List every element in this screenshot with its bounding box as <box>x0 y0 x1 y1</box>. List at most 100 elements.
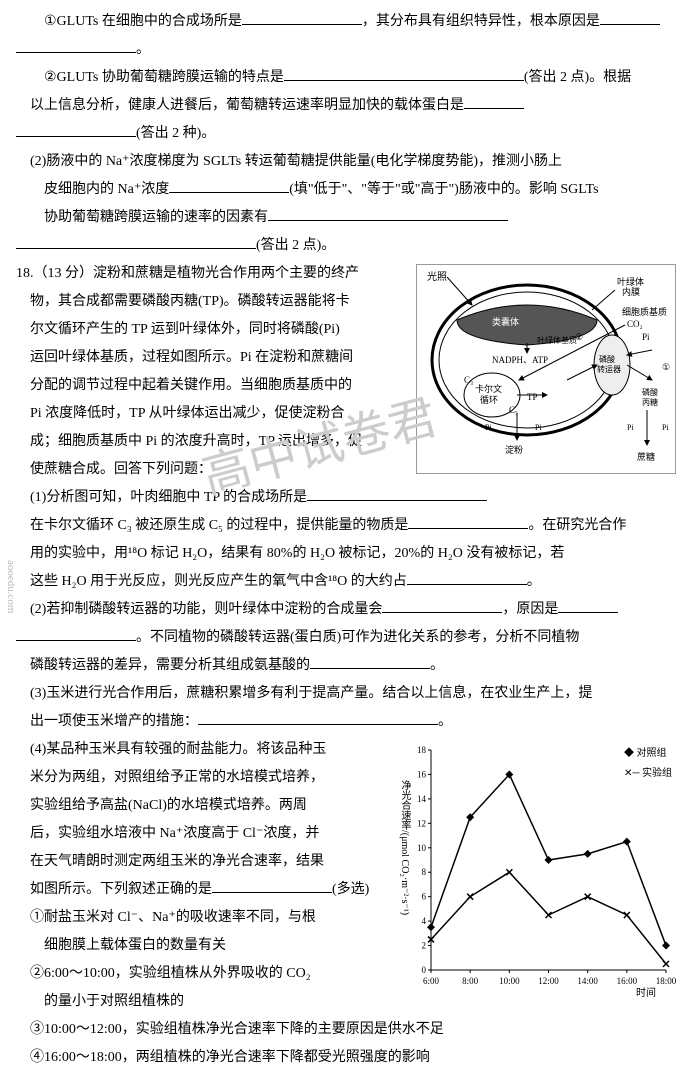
text: 在卡尔文循环 C₃ 被还原生成 C₅ 的过程中，提供能量的物质是 <box>30 518 408 533</box>
text: 协助葡萄糖跨膜运输的速率的因素有 <box>44 210 268 225</box>
svg-text:8:00: 8:00 <box>462 976 479 986</box>
svg-text:6: 6 <box>422 892 427 902</box>
svg-text:CO₂: CO₂ <box>627 319 643 329</box>
svg-text:10:00: 10:00 <box>499 976 520 986</box>
blank <box>408 512 528 529</box>
text: ，其分布具有组织特异性，根本原因是 <box>362 14 600 29</box>
text: 这些 H₂O 用于光反应，则光反应产生的氧气中含¹⁸O 的大约占 <box>30 574 407 589</box>
q18-2-3: 磷酸转运器的差异，需要分析其组成氨基酸的。 <box>16 652 676 680</box>
svg-text:内膜: 内膜 <box>622 286 640 297</box>
svg-text:NADPH、ATP: NADPH、ATP <box>492 355 548 365</box>
svg-text:时间: 时间 <box>636 986 656 999</box>
svg-text:循环: 循环 <box>480 394 498 405</box>
svg-text:蔗糖: 蔗糖 <box>637 451 655 462</box>
blank <box>242 8 362 25</box>
text: 。不同植物的磷酸转运器(蛋白质)可作为进化关系的参考，分析不同植物 <box>136 630 579 645</box>
blank <box>16 232 256 249</box>
svg-text:18:00: 18:00 <box>656 976 676 986</box>
chart-ylabel: 净光合速率/(μmol CO₂·m⁻²·s⁻¹) <box>394 780 414 915</box>
svg-text:磷酸: 磷酸 <box>599 354 615 364</box>
blank <box>268 204 508 221</box>
blank <box>169 176 289 193</box>
line-chart: 净光合速率/(μmol CO₂·m⁻²·s⁻¹) ◆ 对照组 ✕─ 实验组 0 2… <box>396 740 676 1000</box>
q17-2-3: 协助葡萄糖跨膜运输的速率的因素有 <box>16 204 676 232</box>
q17-2-2: 皮细胞内的 Na⁺浓度 (填"低于"、"等于"或"高于")肠液中的。影响 SGLT… <box>16 176 676 204</box>
q18-2-2: 。不同植物的磷酸转运器(蛋白质)可作为进化关系的参考，分析不同植物 <box>16 624 676 652</box>
q18-1-3: 用的实验中，用¹⁸O 标记 H₂O，结果有 80%的 H₂O 被标记，20%的 … <box>16 540 676 568</box>
svg-text:12: 12 <box>417 818 426 828</box>
svg-text:Pi: Pi <box>642 332 650 342</box>
q17-2-1: (2)肠液中的 Na⁺浓度梯度为 SGLTs 转运葡萄糖提供能量(电化学梯度势能… <box>16 148 676 176</box>
blank <box>307 484 487 501</box>
blank <box>382 596 502 613</box>
text: ，原因是 <box>502 602 558 617</box>
svg-text:2: 2 <box>422 941 427 951</box>
svg-text:C₃: C₃ <box>464 375 473 385</box>
svg-text:4: 4 <box>422 916 427 926</box>
q17-1-3: 以上信息分析，健康人进餐后，葡萄糖转运速率明显加快的载体蛋白是 <box>16 92 676 120</box>
svg-text:16:00: 16:00 <box>617 976 638 986</box>
text: (答出 2 点)。根据 <box>524 70 631 85</box>
svg-text:10: 10 <box>417 843 427 853</box>
blank <box>284 64 524 81</box>
blank <box>198 708 438 725</box>
q18-3-1: (3)玉米进行光合作用后，蔗糖积累增多有利于提高产量。结合以上信息，在农业生产上… <box>16 680 676 708</box>
svg-text:叶绿体基质: 叶绿体基质 <box>537 335 577 345</box>
q18-4-11: ③10:00～12:00，实验组植株净光合速率下降的主要原因是供水不足 <box>16 1016 676 1044</box>
text: ①GLUTs 在细胞中的合成场所是 <box>44 14 242 29</box>
svg-text:TP: TP <box>527 392 538 402</box>
svg-text:Pi: Pi <box>535 423 542 432</box>
svg-text:光照: 光照 <box>427 270 447 283</box>
svg-text:12:00: 12:00 <box>538 976 559 986</box>
text: ②GLUTs 协助葡萄糖跨膜运输的特点是 <box>44 70 284 85</box>
text: 。 <box>136 42 150 57</box>
chloroplast-diagram: 类囊体 光照 NADPH、ATP 卡尔文 循环 C₃ C₅ TP 磷酸 转运器 … <box>416 264 676 474</box>
svg-text:淀粉: 淀粉 <box>505 444 523 455</box>
text: (2)若抑制磷酸转运器的功能，则叶绿体中淀粉的合成量会 <box>30 602 382 617</box>
svg-text:细胞质基质: 细胞质基质 <box>622 306 667 317</box>
q17-1-4: (答出 2 种)。 <box>16 120 676 148</box>
blank <box>310 652 430 669</box>
svg-text:8: 8 <box>422 867 427 877</box>
blank <box>16 624 136 641</box>
q18-1-2: 在卡尔文循环 C₃ 被还原生成 C₅ 的过程中，提供能量的物质是 。在研究光合作 <box>16 512 676 540</box>
svg-text:磷酸: 磷酸 <box>642 387 658 397</box>
text: 。 <box>527 574 541 589</box>
text: 出一项使玉米增产的措施： <box>30 714 198 729</box>
text: (答出 2 点)。 <box>256 238 335 253</box>
svg-text:Pi: Pi <box>485 423 492 432</box>
blank <box>558 596 618 613</box>
svg-text:14: 14 <box>417 794 427 804</box>
q18-2-1: (2)若抑制磷酸转运器的功能，则叶绿体中淀粉的合成量会 ，原因是 <box>16 596 676 624</box>
svg-text:18: 18 <box>417 745 427 755</box>
text: (1)分析图可知，叶肉细胞中 TP 的合成场所是 <box>30 490 307 505</box>
text: (填"低于"、"等于"或"高于")肠液中的。影响 SGLTs <box>289 182 598 197</box>
text: 皮细胞内的 Na⁺浓度 <box>44 182 169 197</box>
q17-1-2: ②GLUTs 协助葡萄糖跨膜运输的特点是 (答出 2 点)。根据 <box>16 64 676 92</box>
svg-text:①: ① <box>662 362 670 372</box>
text: (答出 2 种)。 <box>136 126 215 141</box>
blank <box>16 120 136 137</box>
blank <box>212 876 332 893</box>
legend-exp: 实验组 <box>642 768 672 779</box>
q17-1-1: ①GLUTs 在细胞中的合成场所是 ，其分布具有组织特异性，根本原因是 <box>16 8 676 36</box>
svg-text:Pi: Pi <box>627 423 634 432</box>
q18-3-2: 出一项使玉米增产的措施： 。 <box>16 708 676 736</box>
text: 。 <box>438 714 452 729</box>
legend-ctrl: 对照组 <box>637 748 667 759</box>
svg-text:丙糖: 丙糖 <box>642 397 658 407</box>
q18-4-12: ④16:00～18:00，两组植株的净光合速率下降都受光照强度的影响 <box>16 1044 676 1072</box>
blank <box>464 92 524 109</box>
svg-text:卡尔文: 卡尔文 <box>475 383 502 394</box>
svg-text:0: 0 <box>422 965 427 975</box>
chart-legend: ◆ 对照组 ✕─ 实验组 <box>624 744 672 784</box>
text: 磷酸转运器的差异，需要分析其组成氨基酸的 <box>30 658 310 673</box>
text: 以上信息分析，健康人进餐后，葡萄糖转运速率明显加快的载体蛋白是 <box>30 98 464 113</box>
blank <box>600 8 660 25</box>
q17-2-4: (答出 2 点)。 <box>16 232 676 260</box>
text: 。在研究光合作 <box>528 518 626 533</box>
svg-text:6:00: 6:00 <box>423 976 440 986</box>
text: (多选) <box>332 882 369 897</box>
blank <box>16 36 136 53</box>
svg-text:Pi: Pi <box>662 423 669 432</box>
